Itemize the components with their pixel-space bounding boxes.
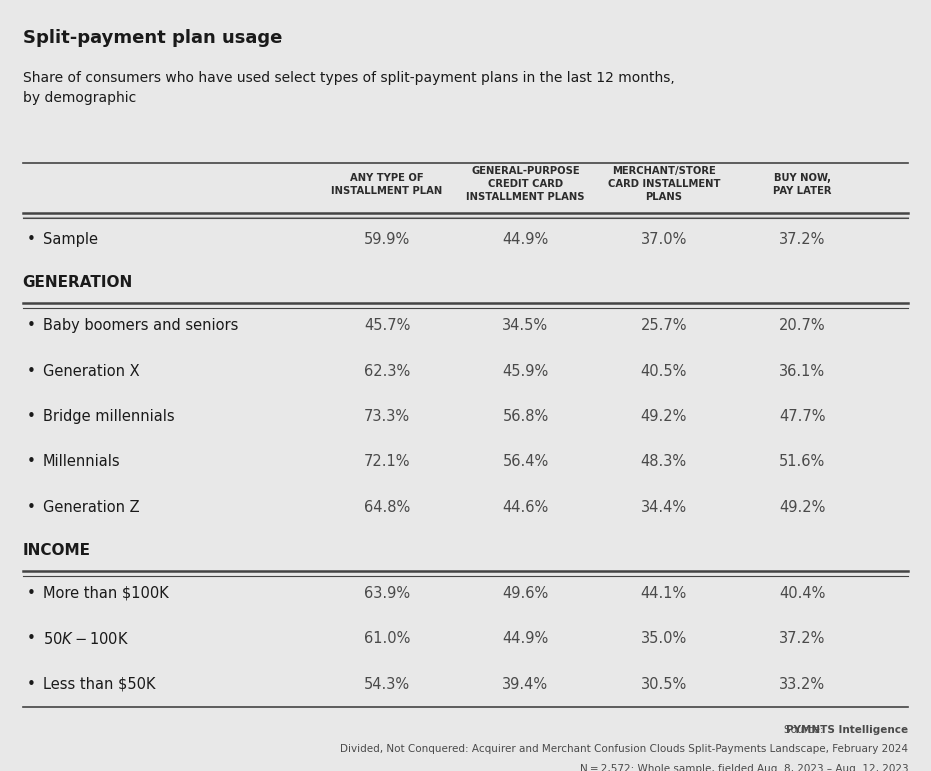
Text: •: • [27, 677, 36, 692]
Text: 34.5%: 34.5% [503, 318, 548, 333]
Text: ANY TYPE OF
INSTALLMENT PLAN: ANY TYPE OF INSTALLMENT PLAN [331, 173, 443, 196]
Text: 56.8%: 56.8% [503, 409, 548, 424]
Text: GENERATION: GENERATION [22, 275, 133, 290]
Text: Divided, Not Conquered: Acquirer and Merchant Confusion Clouds Split-Payments La: Divided, Not Conquered: Acquirer and Mer… [341, 744, 909, 754]
Text: BUY NOW,
PAY LATER: BUY NOW, PAY LATER [773, 173, 831, 196]
Text: 64.8%: 64.8% [364, 500, 411, 514]
Text: 33.2%: 33.2% [779, 677, 826, 692]
Text: 44.6%: 44.6% [503, 500, 548, 514]
Text: 49.2%: 49.2% [779, 500, 826, 514]
Text: •: • [27, 363, 36, 379]
Text: $50K - $100K: $50K - $100K [43, 631, 128, 647]
Text: 37.2%: 37.2% [779, 232, 826, 247]
Text: 63.9%: 63.9% [364, 586, 411, 601]
Text: 37.0%: 37.0% [641, 232, 687, 247]
Text: 20.7%: 20.7% [779, 318, 826, 333]
Text: Split-payment plan usage: Split-payment plan usage [22, 29, 282, 47]
Text: 39.4%: 39.4% [503, 677, 548, 692]
Text: 37.2%: 37.2% [779, 631, 826, 646]
Text: •: • [27, 318, 36, 333]
Text: Bridge millennials: Bridge millennials [43, 409, 174, 424]
Text: •: • [27, 586, 36, 601]
Text: 34.4%: 34.4% [641, 500, 687, 514]
Text: •: • [27, 500, 36, 514]
Text: 72.1%: 72.1% [364, 454, 411, 470]
Text: 48.3%: 48.3% [641, 454, 687, 470]
Text: 40.5%: 40.5% [641, 363, 687, 379]
Text: 54.3%: 54.3% [364, 677, 411, 692]
Text: Less than $50K: Less than $50K [43, 677, 155, 692]
Text: 35.0%: 35.0% [641, 631, 687, 646]
Text: Generation X: Generation X [43, 363, 140, 379]
Text: 73.3%: 73.3% [364, 409, 411, 424]
Text: 56.4%: 56.4% [503, 454, 548, 470]
Text: 30.5%: 30.5% [641, 677, 687, 692]
Text: 49.6%: 49.6% [503, 586, 548, 601]
Text: GENERAL-PURPOSE
CREDIT CARD
INSTALLMENT PLANS: GENERAL-PURPOSE CREDIT CARD INSTALLMENT … [466, 166, 585, 202]
Text: 44.1%: 44.1% [641, 586, 687, 601]
Text: Millennials: Millennials [43, 454, 120, 470]
Text: 45.9%: 45.9% [503, 363, 548, 379]
Text: 51.6%: 51.6% [779, 454, 826, 470]
Text: 45.7%: 45.7% [364, 318, 411, 333]
Text: More than $100K: More than $100K [43, 586, 169, 601]
Text: 25.7%: 25.7% [641, 318, 687, 333]
Text: 36.1%: 36.1% [779, 363, 826, 379]
Text: 59.9%: 59.9% [364, 232, 411, 247]
Text: 47.7%: 47.7% [779, 409, 826, 424]
Text: Share of consumers who have used select types of split-payment plans in the last: Share of consumers who have used select … [22, 71, 674, 105]
Text: •: • [27, 454, 36, 470]
Text: 61.0%: 61.0% [364, 631, 411, 646]
Text: Generation Z: Generation Z [43, 500, 140, 514]
Text: •: • [27, 631, 36, 646]
Text: INCOME: INCOME [22, 543, 90, 557]
Text: 44.9%: 44.9% [503, 631, 548, 646]
Text: •: • [27, 409, 36, 424]
Text: N = 2,572: Whole sample, fielded Aug. 8, 2023 – Aug. 12, 2023: N = 2,572: Whole sample, fielded Aug. 8,… [580, 764, 909, 771]
Text: •: • [27, 232, 36, 247]
Text: Sample: Sample [43, 232, 98, 247]
Text: Baby boomers and seniors: Baby boomers and seniors [43, 318, 238, 333]
Text: PYMNTS Intelligence: PYMNTS Intelligence [787, 725, 909, 735]
Text: 40.4%: 40.4% [779, 586, 826, 601]
Text: 62.3%: 62.3% [364, 363, 411, 379]
Text: MERCHANT/STORE
CARD INSTALLMENT
PLANS: MERCHANT/STORE CARD INSTALLMENT PLANS [608, 166, 720, 202]
Text: Source:: Source: [784, 725, 827, 735]
Text: 44.9%: 44.9% [503, 232, 548, 247]
Text: 49.2%: 49.2% [641, 409, 687, 424]
